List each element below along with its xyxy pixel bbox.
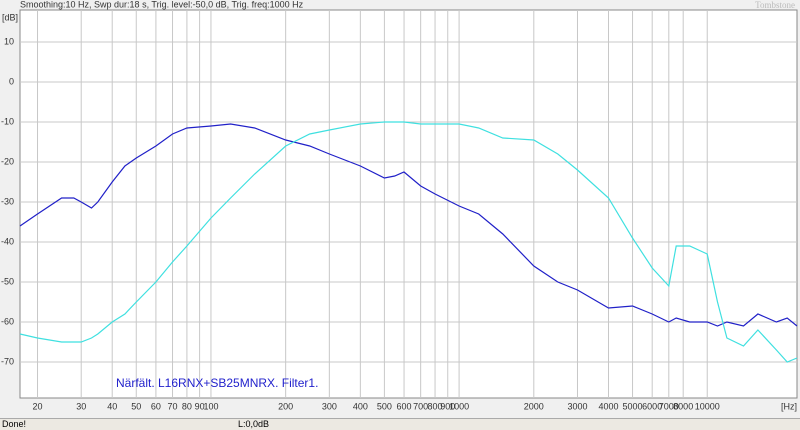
plot-area	[19, 9, 798, 399]
status-level: L:0,0dB	[238, 419, 270, 429]
x-tick-label: 40	[107, 401, 117, 411]
x-tick-label: 7000	[659, 401, 679, 411]
x-tick-label: 400	[353, 401, 368, 411]
chart: Smoothing:10 Hz, Swp dur:18 s, Trig. lev…	[1, 0, 798, 411]
status-message: Done!	[2, 419, 27, 429]
x-tick-label: 300	[322, 401, 337, 411]
y-tick-label: -50	[1, 276, 14, 286]
x-tick-label: 3000	[567, 401, 587, 411]
x-tick-label: 70	[168, 401, 178, 411]
x-tick-label: 90	[195, 401, 205, 411]
y-tick-label: -40	[1, 236, 14, 246]
annotation: Närfält. L16RNX+SB25MNRX. Filter1.	[116, 376, 318, 390]
x-tick-label: 200	[278, 401, 293, 411]
x-tick-label: 20	[33, 401, 43, 411]
y-tick-label: -10	[1, 116, 14, 126]
x-tick-label: 5000	[623, 401, 643, 411]
x-tick-label: 80	[182, 401, 192, 411]
y-tick-label: -70	[1, 356, 14, 366]
y-axis-label: [dB]	[2, 12, 18, 22]
x-axis-label: [Hz]	[781, 401, 797, 411]
series-line	[19, 123, 798, 327]
watermark: Tombstone	[755, 0, 795, 10]
x-tick-label: 900	[440, 401, 455, 411]
x-tick-label: 4000	[598, 401, 618, 411]
chart-subtitle: Smoothing:10 Hz, Swp dur:18 s, Trig. lev…	[20, 0, 304, 9]
x-tick-label: 100	[203, 401, 218, 411]
x-tick-label: 700	[413, 401, 428, 411]
series-line	[19, 121, 798, 363]
x-tick-label: 500	[377, 401, 392, 411]
x-tick-label: 60	[151, 401, 161, 411]
x-tick-label: 50	[131, 401, 141, 411]
x-tick-label: 10000	[695, 401, 720, 411]
y-tick-label: -60	[1, 316, 14, 326]
y-tick-label: 10	[4, 36, 14, 46]
x-tick-label: 2000	[524, 401, 544, 411]
x-tick-label: 6000	[642, 401, 662, 411]
grid	[20, 10, 797, 398]
x-tick-label: 8000	[673, 401, 693, 411]
x-tick-label: 30	[76, 401, 86, 411]
x-tick-label: 800	[428, 401, 443, 411]
y-tick-label: 0	[9, 76, 14, 86]
x-tick-label: 600	[397, 401, 412, 411]
status-bar: Done! L:0,0dB	[0, 418, 800, 430]
y-tick-label: -30	[1, 196, 14, 206]
x-tick-label: 1000	[449, 401, 469, 411]
y-tick-label: -20	[1, 156, 14, 166]
